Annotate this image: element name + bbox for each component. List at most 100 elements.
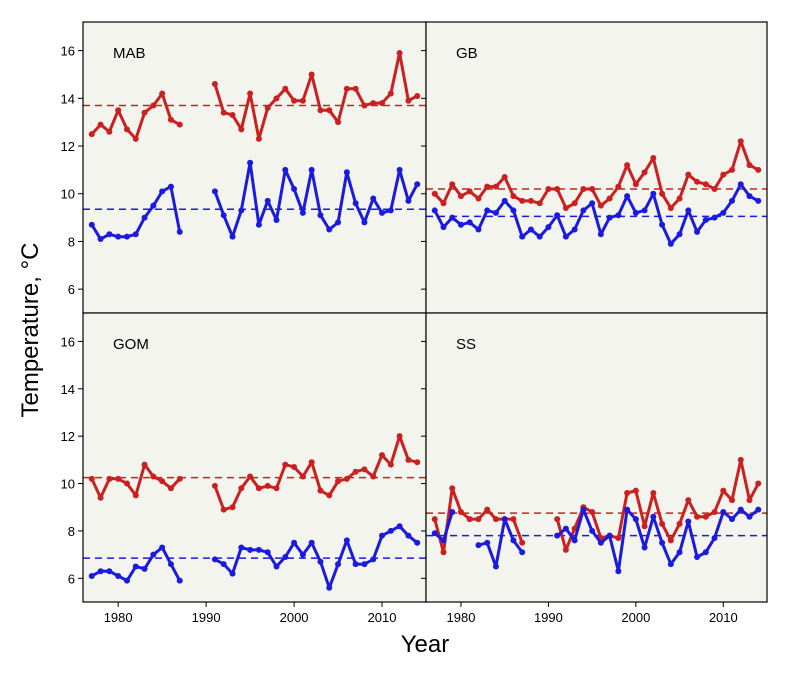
data-point-red — [449, 181, 456, 188]
data-point-red — [501, 174, 508, 181]
data-point-blue — [229, 570, 236, 577]
data-point-red — [308, 459, 315, 466]
y-tick-label: 16 — [61, 334, 75, 349]
data-point-blue — [650, 190, 657, 197]
panel-background — [83, 313, 426, 602]
data-point-blue — [97, 568, 104, 575]
data-point-red — [115, 107, 122, 114]
data-point-red — [606, 195, 613, 202]
data-point-blue — [238, 544, 245, 551]
y-tick-label: 10 — [61, 477, 75, 492]
x-tick-label: 2010 — [368, 610, 397, 625]
data-point-red — [659, 520, 666, 527]
data-point-blue — [335, 561, 342, 568]
data-point-red — [562, 546, 569, 553]
data-point-red — [379, 452, 386, 459]
data-point-blue — [711, 214, 718, 221]
data-point-blue — [150, 551, 157, 558]
data-point-blue — [88, 221, 95, 228]
data-point-red — [492, 183, 499, 190]
data-point-blue — [414, 539, 421, 546]
panel-frame — [425, 312, 768, 603]
data-point-red — [414, 92, 421, 99]
data-point-blue — [414, 181, 421, 188]
data-point-red — [484, 506, 491, 513]
data-point-red — [405, 456, 412, 463]
data-point-red — [247, 473, 254, 480]
data-point-blue — [211, 556, 218, 563]
data-point-red — [746, 162, 753, 169]
data-point-blue — [606, 214, 613, 221]
data-point-red — [737, 456, 744, 463]
data-point-red — [387, 90, 394, 97]
data-point-blue — [484, 207, 491, 214]
data-point-red — [167, 485, 174, 492]
data-point-blue — [501, 516, 508, 523]
data-point-blue — [299, 551, 306, 558]
data-point-red — [97, 494, 104, 501]
x-axis-title: Year — [401, 631, 450, 658]
data-point-blue — [641, 207, 648, 214]
data-point-blue — [229, 233, 236, 240]
data-point-blue — [176, 577, 183, 584]
data-point-red — [720, 171, 727, 178]
data-point-red — [554, 516, 561, 523]
data-point-red — [624, 162, 631, 169]
data-point-blue — [282, 553, 289, 560]
data-point-red — [97, 121, 104, 128]
data-point-blue — [115, 572, 122, 579]
panel-gom: GOM 6 8 10 12 14 16 1980 1990 2000 2010 — [61, 312, 427, 625]
data-point-red — [106, 475, 113, 482]
data-point-blue — [440, 224, 447, 231]
data-point-red — [335, 478, 342, 485]
data-point-blue — [264, 549, 271, 556]
data-point-blue — [343, 169, 350, 176]
data-point-blue — [650, 513, 657, 520]
x-tick-label: 2010 — [709, 610, 738, 625]
data-point-red — [702, 181, 709, 188]
data-point-red — [167, 116, 174, 123]
data-point-red — [176, 475, 183, 482]
data-point-blue — [379, 532, 386, 539]
data-point-red — [343, 475, 350, 482]
data-point-blue — [466, 219, 473, 226]
data-point-red — [737, 138, 744, 145]
data-point-red — [676, 195, 683, 202]
data-point-blue — [545, 224, 552, 231]
data-point-red — [615, 535, 622, 542]
data-point-blue — [132, 563, 139, 570]
data-point-blue — [176, 228, 183, 235]
data-point-blue — [115, 233, 122, 240]
data-point-blue — [167, 183, 174, 190]
data-point-blue — [571, 537, 578, 544]
data-point-red — [299, 97, 306, 104]
data-point-blue — [720, 209, 727, 216]
data-point-red — [396, 433, 403, 440]
data-point-blue — [694, 553, 701, 560]
data-point-red — [510, 193, 517, 200]
data-point-blue — [624, 193, 631, 200]
data-point-red — [449, 485, 456, 492]
data-point-blue — [273, 563, 280, 570]
data-point-blue — [737, 181, 744, 188]
data-point-blue — [580, 207, 587, 214]
y-tick-label: 12 — [61, 139, 75, 154]
data-point-blue — [132, 231, 139, 238]
x-tick-label: 1980 — [104, 610, 133, 625]
data-point-blue — [167, 561, 174, 568]
data-point-blue — [685, 518, 692, 525]
data-point-red — [273, 485, 280, 492]
data-point-red — [291, 97, 298, 104]
data-point-red — [466, 188, 473, 195]
panel-label: SS — [456, 336, 476, 353]
data-point-blue — [492, 563, 499, 570]
data-point-red — [685, 171, 692, 178]
data-point-red — [746, 497, 753, 504]
data-point-red — [536, 200, 543, 207]
data-point-red — [405, 97, 412, 104]
data-point-blue — [405, 532, 412, 539]
data-point-red — [132, 135, 139, 142]
data-point-blue — [343, 537, 350, 544]
data-point-blue — [431, 530, 438, 537]
